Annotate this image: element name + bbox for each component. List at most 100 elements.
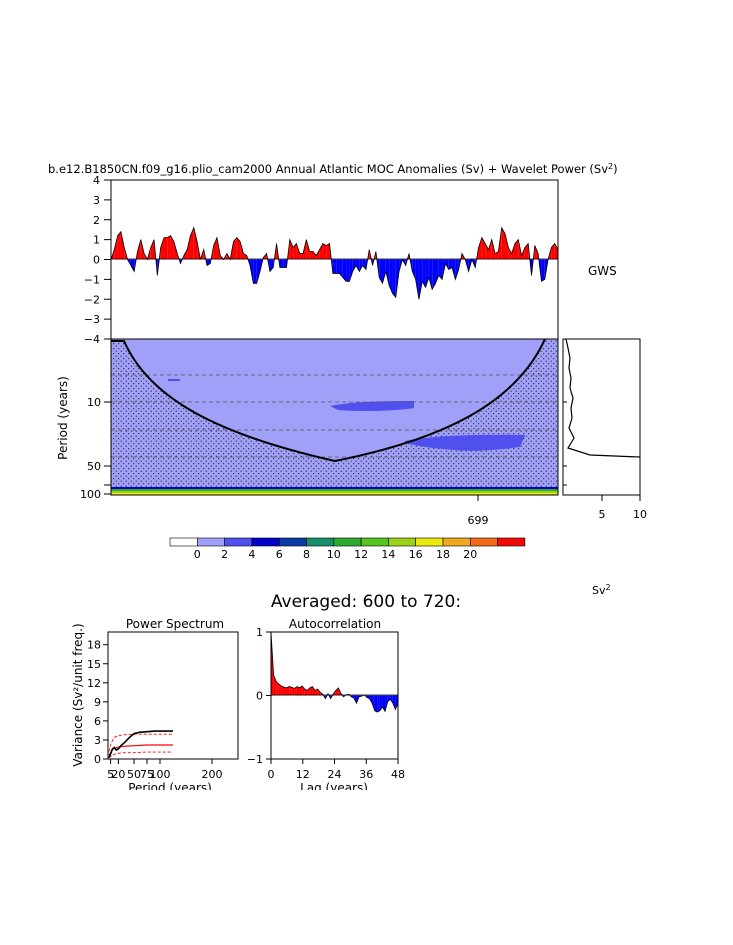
- anomaly-segment: [389, 259, 393, 294]
- anomaly-segment: [319, 243, 323, 260]
- anomaly-segment: [514, 239, 519, 260]
- anomaly-segment: [233, 237, 237, 260]
- colorbar-level-label: 8: [303, 548, 310, 561]
- anomaly-segment: [190, 227, 194, 260]
- autocorrelation-segment: [390, 695, 393, 704]
- anomaly-segment: [356, 259, 360, 272]
- anomaly-segment: [422, 259, 426, 288]
- anomaly-segment: [120, 231, 125, 260]
- anomaly-y-axis: 4 3 2 1 0 −1 −2 −3 −4: [84, 174, 111, 346]
- anomaly-segment: [256, 259, 260, 284]
- anomaly-segment: [352, 259, 357, 272]
- colorbar-swatch: [169, 537, 198, 547]
- colorbar-swatch: [415, 537, 444, 547]
- colorbar-swatch: [251, 537, 280, 547]
- autocorrelation-segment: [294, 686, 297, 696]
- autocorrelation-segment: [309, 686, 313, 696]
- anomaly-segment: [160, 237, 164, 260]
- bottom-clip-cover: [0, 790, 733, 945]
- anomaly-segment: [117, 231, 121, 260]
- anomaly-segment: [316, 249, 320, 260]
- colorbar-level-label: 14: [381, 548, 395, 561]
- power-spectrum-lines: [108, 730, 173, 759]
- anomaly-segment: [326, 243, 330, 260]
- wavelet-frame: [110, 338, 559, 496]
- anomaly-segment: [253, 259, 257, 284]
- wavelet-band-lightgreen: [111, 491, 558, 493]
- gws-label: GWS: [588, 264, 617, 278]
- colorbar: 0 2 4 6 8 10 12 14 16 18 20: [169, 537, 526, 561]
- anomaly-ytick-label: 0: [93, 254, 100, 267]
- anomaly-segment: [339, 259, 343, 278]
- anomaly-segment: [130, 259, 135, 272]
- anomaly-segment: [524, 243, 529, 260]
- colorbar-level-label: 4: [248, 548, 255, 561]
- gws-frame: [562, 338, 641, 496]
- anomaly-segment: [485, 243, 489, 260]
- power-spectrum-curve: [108, 730, 173, 759]
- autocorrelation-segment: [385, 695, 388, 712]
- anomaly-segment: [163, 237, 168, 260]
- gws-xtick-10: 10: [633, 508, 647, 521]
- anomaly-segment: [435, 259, 439, 284]
- anomaly-segment: [428, 259, 433, 290]
- cone-of-influence-region: [111, 339, 545, 461]
- anomaly-segment: [505, 233, 509, 260]
- colorbar-level-label: 2: [221, 548, 228, 561]
- anomaly-segment: [342, 259, 347, 282]
- anomaly-segment: [438, 259, 443, 280]
- anomaly-segment: [551, 243, 555, 260]
- autocorrelation-segment: [291, 687, 295, 696]
- anomaly-segment: [481, 237, 486, 260]
- autocorrelation-ytick-label: −1: [247, 753, 263, 766]
- anomaly-segment: [167, 235, 171, 260]
- colorbar-level-label: 12: [354, 548, 368, 561]
- autocorrelation-segment: [377, 695, 380, 713]
- colorbar-swatch: [333, 537, 362, 547]
- autocorrelation-segment: [289, 686, 292, 696]
- autocorrelation-ytick-label: 1: [256, 626, 263, 639]
- colorbar-unit: Sv2: [592, 583, 611, 598]
- anomaly-ytick-label: −3: [84, 313, 100, 326]
- anomaly-segment: [455, 259, 459, 280]
- power-spectrum-xtick-label: 200: [202, 768, 223, 781]
- autocorrelation-segment: [395, 695, 398, 710]
- autocorrelation-segment: [372, 695, 375, 711]
- wavelet-xtick-699: 699: [468, 514, 489, 527]
- anomaly-segment: [508, 247, 512, 260]
- autocorrelation-xtick-label: 12: [296, 768, 310, 781]
- anomaly-segment: [501, 227, 506, 260]
- anomaly-panel: 4 3 2 1 0 −1 −2 −3 −4: [84, 174, 559, 346]
- anomaly-segment: [412, 259, 416, 280]
- anomaly-segment: [279, 259, 284, 268]
- wavelet-panel: 10 50 100 699 Period (years): [56, 338, 559, 527]
- anomaly-segment: [382, 259, 386, 284]
- anomaly-ytick-label: −2: [84, 293, 100, 306]
- colorbar-level-label: 16: [409, 548, 423, 561]
- autocorrelation-ytick-label: 0: [256, 690, 263, 703]
- anomaly-segment: [511, 243, 515, 260]
- power-spectrum-xtick-label: 75: [140, 768, 154, 781]
- anomaly-ytick-label: 2: [93, 214, 100, 227]
- autocorrelation-axes: 1 0 −1 0 12 24 36 48: [247, 626, 405, 781]
- averaged-title: Averaged: 600 to 720:: [271, 592, 461, 612]
- colorbar-level-label: 10: [327, 548, 341, 561]
- wavelet-ytick-100: 100: [80, 488, 101, 501]
- wavelet-band-dark-blue: [111, 487, 558, 489]
- autocorrelation-segment: [387, 695, 391, 702]
- autocorrelation-segment: [366, 695, 370, 699]
- power-spectrum-xtick-label: 50: [127, 768, 141, 781]
- anomaly-segment: [448, 259, 453, 270]
- autocorrelation-segment: [283, 687, 287, 696]
- autocorrelation-segment: [317, 689, 321, 696]
- anomaly-ytick-label: −1: [84, 273, 100, 286]
- anomaly-segment: [452, 259, 456, 280]
- anomaly-segment: [306, 239, 310, 260]
- power-spectrum-title: Power Spectrum: [126, 617, 224, 631]
- colorbar-swatch: [388, 537, 416, 547]
- power-spectrum-ytick-label: 12: [87, 677, 101, 690]
- autocorrelation-xtick-label: 48: [391, 768, 405, 781]
- anomaly-segment: [170, 235, 174, 260]
